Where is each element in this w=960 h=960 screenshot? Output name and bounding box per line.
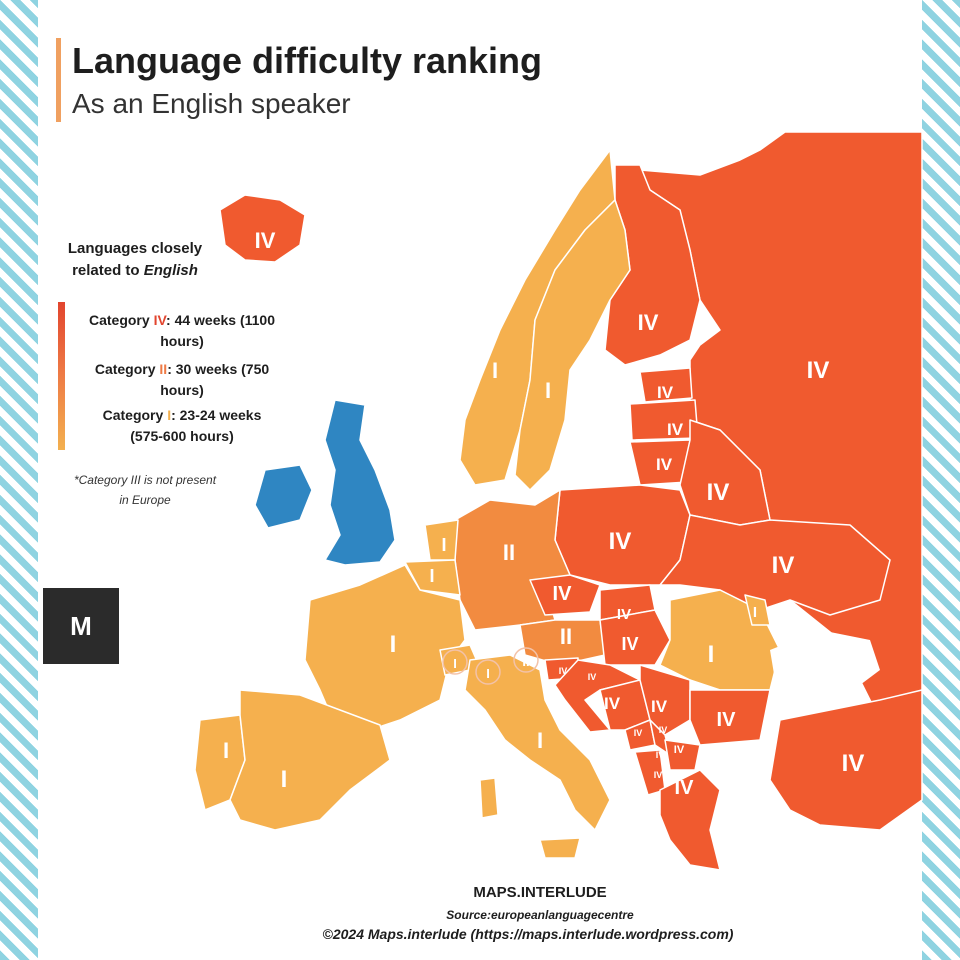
- micro-circle-monaco: [442, 649, 468, 675]
- map-label-croatia-north: IV: [588, 672, 597, 682]
- legend-item-line2: hours): [160, 333, 204, 349]
- map-label-serbia: IV: [651, 697, 668, 716]
- left-stripe-border: [0, 0, 38, 960]
- map-label-austria: II: [560, 624, 572, 649]
- region-croatia: [554, 659, 641, 733]
- legend-item-cat4: Category IV: 44 weeks (1100 hours): [72, 310, 292, 352]
- map-label-latvia: IV: [667, 420, 684, 439]
- map-label-slovakia: IV: [617, 606, 631, 623]
- legend-note-line1: *Category III is not present: [73, 473, 217, 487]
- region-ireland: [254, 464, 313, 529]
- map-label-belgium: I: [429, 566, 434, 586]
- maps-interlude-logo-icon: M: [43, 588, 119, 664]
- micro-circle-liechtenstein: [513, 647, 539, 673]
- legend-gradient-bar: [58, 302, 65, 450]
- map-label-liechtenstein: II: [522, 654, 529, 669]
- map-label-italy-north: I: [486, 666, 490, 681]
- map-label-finland: IV: [638, 310, 659, 335]
- map-label-spain: I: [281, 766, 288, 793]
- map-label-czechia: IV: [553, 583, 573, 605]
- map-label-russia: IV: [807, 357, 830, 384]
- region-czechia: [529, 574, 601, 616]
- map-label-portugal: I: [223, 738, 229, 763]
- region-sicily: [539, 837, 581, 859]
- map-label-poland: IV: [609, 528, 632, 555]
- legend-item-prefix: Category: [88, 312, 154, 328]
- legend-item-text: : 23-24 weeks: [171, 407, 262, 423]
- footer-copyright: ©2024 Maps.interlude (https://maps.inter…: [322, 926, 734, 942]
- map-label-moldova: I: [753, 604, 757, 621]
- map-label-france: I: [390, 631, 397, 658]
- map-label-switzerland: I: [453, 656, 457, 671]
- map-label-slovenia: IV: [559, 666, 568, 676]
- legend-item-prefix: Category: [102, 407, 168, 423]
- region-bulgaria: [689, 689, 771, 746]
- map-label-netherlands: I: [441, 535, 446, 555]
- footer-source: Source:europeanlanguagecentre: [446, 908, 634, 922]
- legend-heading-prefix: related to: [72, 262, 144, 279]
- map-label-iceland: IV: [255, 228, 276, 253]
- legend-item-numeral: IV: [153, 312, 167, 328]
- legend-item-line2: hours): [160, 382, 204, 398]
- region-moldova: [744, 594, 771, 626]
- legend-item-text: : 44 weeks (1100: [166, 312, 276, 328]
- region-sardinia: [479, 777, 499, 819]
- region-spain: [229, 689, 391, 831]
- legend-item-text: : 30 weeks (750: [167, 361, 270, 377]
- legend-item-cat2: Category II: 30 weeks (750 hours): [72, 359, 292, 401]
- legend-item-prefix: Category: [94, 361, 160, 377]
- legend-note-line2: in Europe: [119, 493, 171, 507]
- region-ukraine: [659, 514, 891, 616]
- map-label-ukraine: IV: [772, 552, 795, 579]
- legend-item-numeral: II: [159, 361, 168, 377]
- map-label-estonia: IV: [657, 383, 674, 402]
- legend-note: *Category III is not present in Europe: [50, 470, 240, 510]
- region-turkey: [769, 689, 923, 831]
- map-label-albania: IV: [656, 750, 665, 760]
- baltic-sea: [565, 365, 625, 470]
- map-label-bosnia: IV: [634, 728, 643, 738]
- map-label-italy: I: [537, 728, 543, 753]
- region-france: [304, 564, 466, 731]
- map-label-lithuania: IV: [656, 455, 673, 474]
- region-great-britain: [324, 399, 396, 566]
- region-hungary: [599, 609, 671, 666]
- map-label-montenegro: IV: [659, 725, 668, 735]
- map-label-norway: I: [492, 358, 498, 383]
- legend-heading-line1: Languages closely: [67, 240, 203, 257]
- region-estonia: [639, 367, 693, 403]
- legend-heading: Languages closely related to English: [40, 238, 230, 282]
- map-label-kosovo: IV: [674, 744, 685, 756]
- legend-item-numeral: I: [167, 407, 172, 423]
- page-subtitle: As an English speaker: [72, 88, 351, 119]
- region-macedonia: [664, 739, 701, 771]
- map-label-croatia: IV: [604, 694, 621, 713]
- region-sweden: [514, 199, 631, 491]
- legend-heading-em: English: [143, 262, 198, 279]
- logo-glyph: M: [70, 610, 92, 641]
- title-accent-bar: [56, 38, 61, 122]
- right-stripe-border: [922, 0, 960, 960]
- footer-brand: MAPS.INTERLUDE: [473, 884, 607, 901]
- black-sea: [770, 630, 880, 700]
- map-label-romania: I: [708, 641, 715, 668]
- legend-item-cat1: Category I: 23-24 weeks (575-600 hours): [72, 405, 292, 447]
- region-iceland: [219, 194, 306, 263]
- map-label-north-macedonia: IV: [654, 770, 663, 780]
- region-italy: [464, 654, 611, 831]
- map-label-bulgaria: IV: [717, 709, 737, 731]
- region-latvia: [629, 399, 699, 441]
- map-label-germany: II: [503, 540, 515, 565]
- page-title: Language difficulty ranking: [72, 40, 543, 81]
- map-label-belarus: IV: [707, 479, 730, 506]
- region-greece: [659, 769, 721, 871]
- legend-item-line2: (575-600 hours): [130, 428, 234, 444]
- micro-circle-sanmarino: [475, 659, 501, 685]
- map-label-hungary: IV: [621, 634, 638, 654]
- map-label-turkey: IV: [842, 750, 865, 777]
- map-label-sweden: I: [545, 378, 551, 403]
- map-label-greece: IV: [675, 777, 695, 799]
